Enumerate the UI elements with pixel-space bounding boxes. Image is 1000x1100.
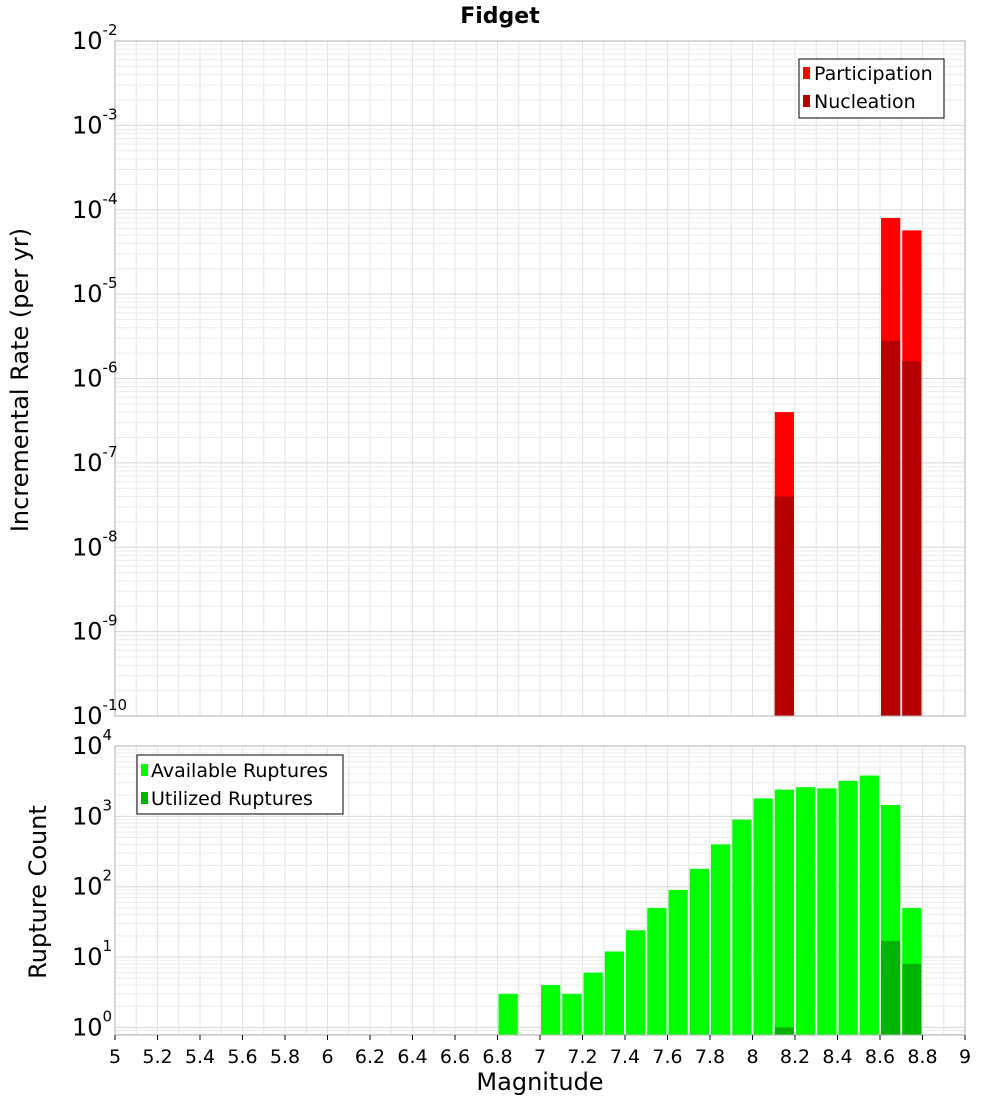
x-tick-label: 6.8 <box>482 1046 512 1068</box>
x-tick-label: 7.6 <box>652 1046 682 1068</box>
top-bar-nucleation <box>881 340 901 716</box>
x-tick-label: 7 <box>534 1046 546 1068</box>
top-plot-grid <box>114 40 966 717</box>
bottom-y-tick-label: 102 <box>72 867 112 901</box>
bottom-y-tick-label: 100 <box>72 1007 112 1041</box>
x-tick-label: 8.4 <box>822 1046 852 1068</box>
chart-title: Fidget <box>460 4 540 29</box>
x-tick-label: 8.6 <box>865 1046 895 1068</box>
x-tick-label: 6.4 <box>397 1046 427 1068</box>
legend-label-participation: Participation <box>814 63 933 85</box>
bottom-bar-available-ruptures <box>859 775 879 1035</box>
bottom-bar-available-ruptures <box>753 798 773 1035</box>
legend-swatch-utilized-ruptures <box>141 792 148 804</box>
bottom-bar-available-ruptures <box>647 907 667 1035</box>
top-y-tick-label: 10-5 <box>72 274 118 308</box>
top-plot-bars <box>774 217 922 716</box>
top-y-axis-label: Incremental Rate (per yr) <box>6 228 34 532</box>
bottom-bar-utilized-ruptures <box>881 940 901 1035</box>
bottom-bar-available-ruptures <box>711 844 731 1035</box>
x-tick-label: 6 <box>321 1046 333 1068</box>
bottom-bar-available-ruptures <box>668 889 688 1035</box>
x-tick-label: 8 <box>746 1046 758 1068</box>
x-tick-label: 5.8 <box>270 1046 300 1068</box>
bottom-bar-available-ruptures <box>541 985 561 1035</box>
bottom-bar-available-ruptures <box>604 951 624 1035</box>
bottom-x-ticks: 5 5.2 5.4 5.6 5.8 6 6.2 6.4 6.6 6.8 7 7.2 7.4 7.6 7.8 8… <box>109 1035 971 1068</box>
bottom-y-ticks: 100 101 102 103 104 <box>72 726 112 1041</box>
x-tick-label: 7.8 <box>695 1046 725 1068</box>
legend-label-nucleation: Nucleation <box>814 91 916 113</box>
legend-swatch-participation <box>803 67 810 79</box>
top-legend-box <box>798 58 945 119</box>
bottom-y-axis-label: Rupture Count <box>24 805 52 979</box>
x-tick-label: 8.2 <box>780 1046 810 1068</box>
top-bar-nucleation <box>774 496 794 716</box>
legend-swatch-available-ruptures <box>141 764 148 776</box>
top-y-tick-label: 10-7 <box>72 443 118 477</box>
x-tick-label: 6.2 <box>355 1046 385 1068</box>
bottom-bar-available-ruptures <box>732 819 752 1035</box>
x-tick-label: 5.6 <box>227 1046 257 1068</box>
top-y-tick-label: 10-3 <box>72 105 118 139</box>
bottom-legend-box <box>136 754 344 815</box>
top-y-tick-label: 10-4 <box>72 190 118 224</box>
top-plot-frame <box>114 40 966 717</box>
top-y-tick-label: 10-8 <box>72 527 118 561</box>
bottom-bar-available-ruptures <box>774 789 794 1035</box>
bottom-bar-available-ruptures <box>838 780 858 1035</box>
x-tick-label: 6.6 <box>440 1046 470 1068</box>
bottom-y-tick-label: 104 <box>72 726 112 760</box>
x-tick-label: 5.4 <box>185 1046 215 1068</box>
bottom-bar-available-ruptures <box>626 930 646 1035</box>
bottom-bar-utilized-ruptures <box>774 1027 794 1035</box>
top-legend: Participation Nucleation <box>798 58 945 119</box>
x-axis-label: Magnitude <box>476 1068 603 1096</box>
legend-swatch-nucleation <box>803 95 810 107</box>
top-y-tick-label: 10-2 <box>72 21 118 55</box>
bottom-bar-available-ruptures <box>562 993 582 1035</box>
bottom-bar-available-ruptures <box>796 787 816 1035</box>
x-tick-label: 8.8 <box>907 1046 937 1068</box>
bottom-bar-available-ruptures <box>817 788 837 1035</box>
bottom-plot-bars <box>498 775 922 1035</box>
top-y-tick-label: 10-10 <box>72 696 127 730</box>
x-tick-label: 5 <box>109 1046 121 1068</box>
bottom-y-tick-label: 103 <box>72 796 112 830</box>
x-tick-label: 7.2 <box>567 1046 597 1068</box>
bottom-bar-available-ruptures <box>689 868 709 1035</box>
top-bar-nucleation <box>902 361 922 716</box>
bottom-legend: Available Ruptures Utilized Ruptures <box>136 754 344 815</box>
x-tick-label: 7.4 <box>610 1046 640 1068</box>
x-tick-label: 9 <box>959 1046 971 1068</box>
x-tick-label: 5.2 <box>142 1046 172 1068</box>
bottom-bar-available-ruptures <box>583 972 603 1035</box>
bottom-bar-utilized-ruptures <box>902 963 922 1035</box>
top-y-tick-label: 10-9 <box>72 612 118 646</box>
legend-label-available-ruptures: Available Ruptures <box>151 760 328 782</box>
bottom-y-tick-label: 101 <box>72 937 112 971</box>
top-y-tick-label: 10-6 <box>72 359 118 393</box>
legend-label-utilized-ruptures: Utilized Ruptures <box>151 788 313 810</box>
top-y-ticks: 10-10 10-9 10-8 10-7 10-6 10-5 10-4 10-3 10-2 <box>72 21 127 730</box>
bottom-bar-available-ruptures <box>498 993 518 1035</box>
